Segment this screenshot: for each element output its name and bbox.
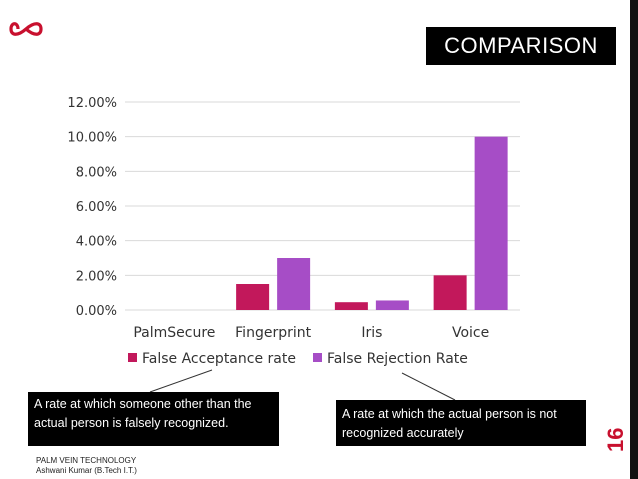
right-edge-bar	[630, 0, 638, 479]
bar-false-acceptance-rate	[334, 302, 368, 310]
slide-title: COMPARISON	[426, 27, 616, 65]
y-tick-label: 8.00%	[76, 165, 117, 180]
category-label: PalmSecure	[133, 325, 215, 341]
footer-title: PALM VEIN TECHNOLOGY	[36, 456, 137, 465]
far-definition-callout: A rate at which someone other than the a…	[28, 392, 279, 446]
legend-swatch	[128, 353, 137, 362]
category-label: Iris	[361, 325, 382, 341]
category-label: Fingerprint	[235, 325, 311, 341]
footer-author: Ashwani Kumar (B.Tech I.T.)	[36, 466, 137, 475]
y-tick-label: 12.00%	[67, 96, 117, 111]
frr-definition-callout: A rate at which the actual person is not…	[336, 400, 586, 446]
y-tick-label: 10.00%	[67, 131, 117, 146]
bar-false-acceptance-rate	[433, 275, 467, 310]
infinity-icon	[9, 22, 43, 36]
bar-false-rejection-rate	[277, 258, 311, 310]
bar-false-rejection-rate	[474, 136, 508, 310]
y-tick-label: 2.00%	[76, 269, 117, 284]
legend-label: False Rejection Rate	[327, 351, 468, 367]
bar-false-rejection-rate	[375, 300, 409, 310]
far-callout-pointer	[149, 369, 213, 393]
footer: PALM VEIN TECHNOLOGY Ashwani Kumar (B.Te…	[36, 456, 137, 476]
y-tick-label: 4.00%	[76, 235, 117, 250]
legend-label: False Acceptance rate	[142, 351, 296, 367]
category-label: Voice	[452, 325, 489, 341]
page-number: 16	[603, 427, 628, 452]
legend-swatch	[313, 353, 322, 362]
bar-false-acceptance-rate	[236, 284, 270, 310]
y-tick-label: 6.00%	[76, 200, 117, 215]
y-tick-label: 0.00%	[76, 304, 117, 319]
frr-callout-pointer	[401, 372, 456, 401]
